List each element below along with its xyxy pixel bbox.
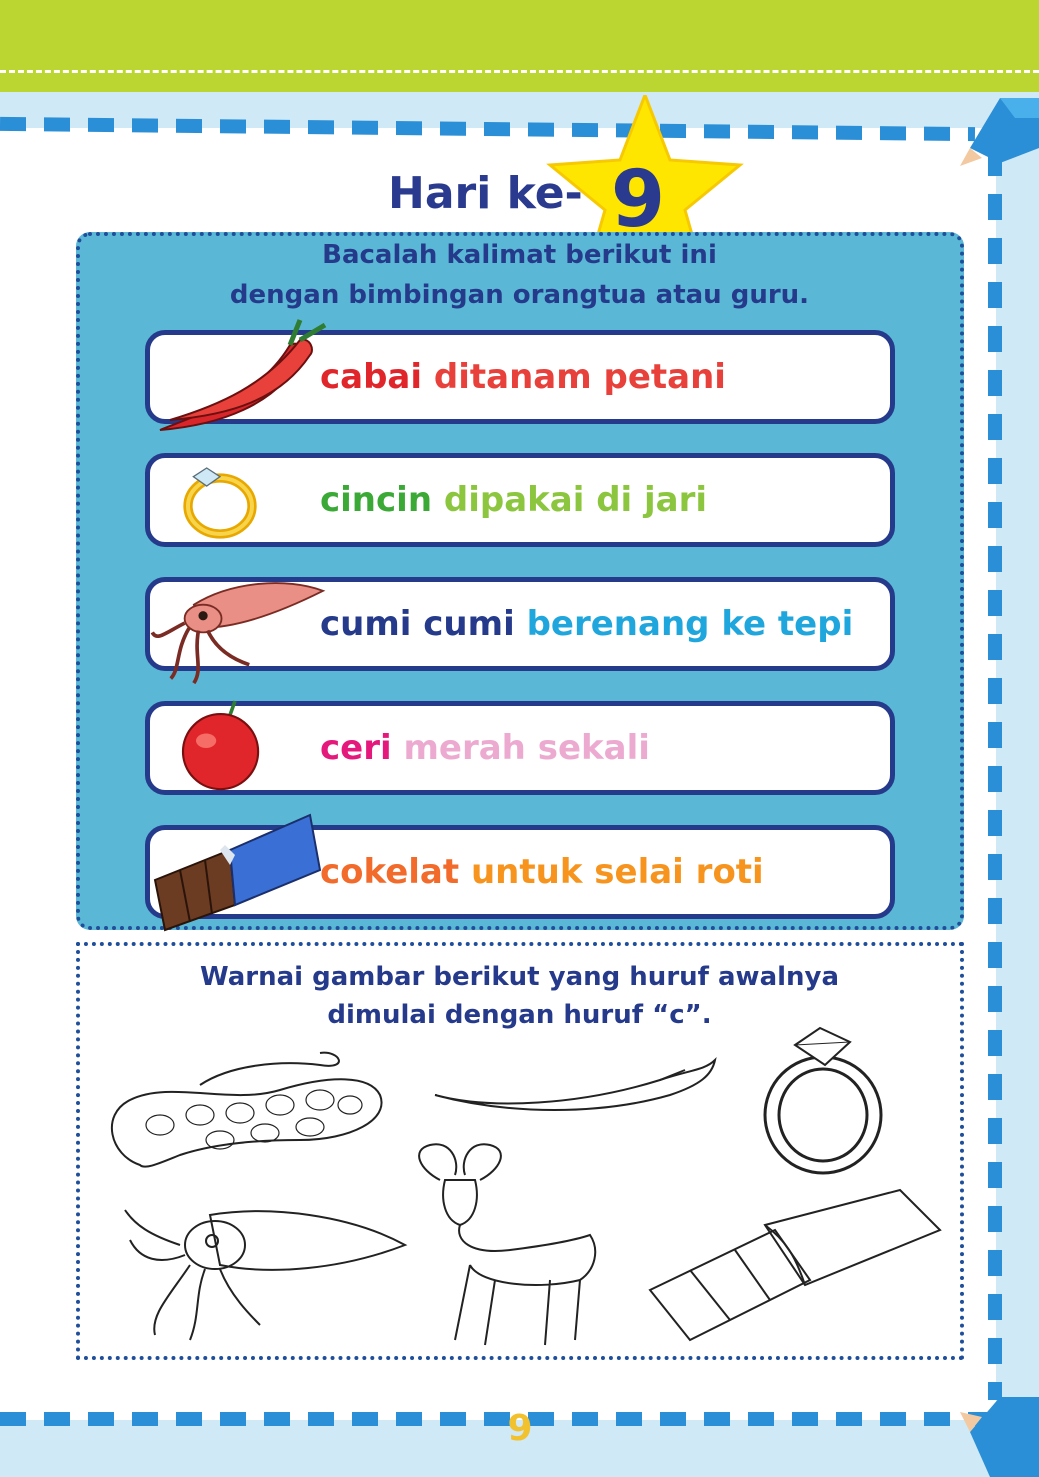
sentence-keyword: ceri <box>320 728 392 768</box>
sentence-text: cumi cumi berenang ke tepi <box>320 604 853 644</box>
ram-outline[interactable] <box>400 1140 610 1355</box>
sentence-text: cabai ditanam petani <box>320 357 726 397</box>
reading-instruction-line2: dengan bimbingan orangtua atau guru. <box>229 280 810 310</box>
page-number: 9 <box>507 1408 533 1449</box>
top-band-dashed-line <box>0 70 1039 73</box>
sentence-keyword: cokelat <box>320 852 460 892</box>
sentence-text: ceri merah sekali <box>320 728 650 768</box>
squid-icon <box>150 582 326 685</box>
pencil-bottom-icon <box>960 1397 1039 1477</box>
title-area: Hari ke- 9 <box>0 95 1039 284</box>
sentence-rest: ditanam petani <box>433 357 726 397</box>
chocolate-outline[interactable] <box>645 1185 945 1345</box>
coloring-instruction-line1: Warnai gambar berikut yang huruf awalnya <box>199 962 840 992</box>
ring-outline[interactable] <box>755 1020 895 1180</box>
snake-outline[interactable] <box>100 1045 390 1180</box>
ring-icon <box>183 467 257 539</box>
reading-instruction-line1: Bacalah kalimat berikut ini <box>322 240 717 270</box>
cherry-icon <box>181 700 260 791</box>
sentence-keyword: cumi cumi <box>320 604 515 644</box>
coloring-panel <box>76 942 964 1360</box>
sentence-text: cokelat untuk selai roti <box>320 852 764 892</box>
sentence-row: ceri merah sekali <box>145 700 895 795</box>
top-band <box>0 0 1039 92</box>
day-number: 9 <box>610 155 666 245</box>
sentence-rest: untuk selai roti <box>470 852 764 892</box>
border-bottom <box>0 1412 990 1426</box>
sentence-keyword: cincin <box>320 480 433 520</box>
coloring-instruction-line2: dimulai dengan huruf “c”. <box>327 1000 712 1030</box>
sentence-row: cumi cumi berenang ke tepi <box>145 577 895 685</box>
chocolate-icon <box>153 813 322 932</box>
sentence-keyword: cabai <box>320 357 423 397</box>
sentence-rest: dipakai di jari <box>443 480 708 520</box>
page-title: Hari ke- <box>388 168 583 219</box>
sentence-rest: berenang ke tepi <box>526 604 854 644</box>
sentence-text: cincin dipakai di jari <box>320 480 707 520</box>
pencil-top-icon <box>960 98 1039 166</box>
squid-outline[interactable] <box>120 1195 410 1345</box>
chili-outline[interactable] <box>430 1050 720 1120</box>
sentence-row: cokelat untuk selai roti <box>145 813 895 932</box>
chili-icon <box>159 319 327 431</box>
sentence-row: cincin dipakai di jari <box>145 453 895 547</box>
sentence-row: cabai ditanam petani <box>145 319 895 431</box>
border-right <box>988 150 1002 1400</box>
sentence-rest: merah sekali <box>403 728 650 768</box>
